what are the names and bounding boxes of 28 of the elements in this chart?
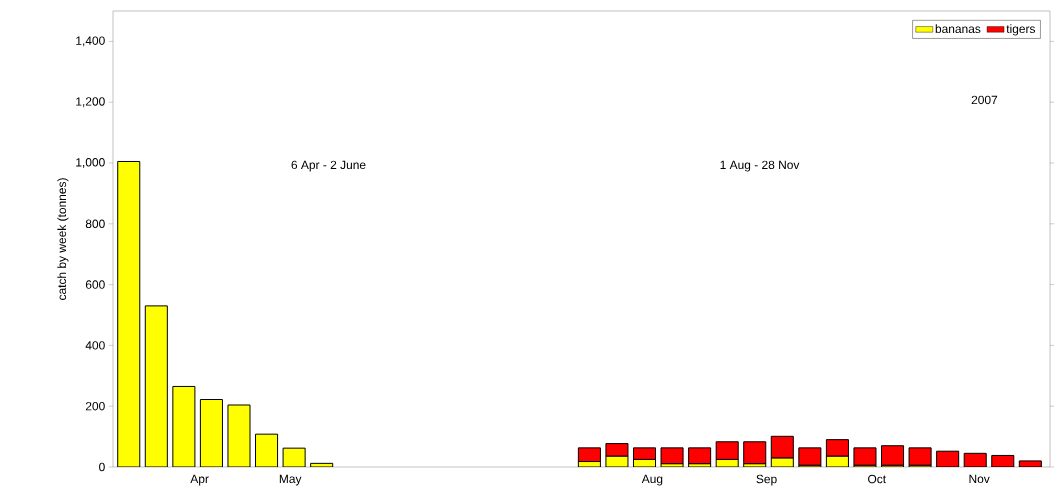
bar: [881, 445, 905, 466]
y-tick-label: 200: [85, 401, 105, 411]
bar: [577, 447, 601, 463]
x-tick-label: May: [279, 474, 302, 486]
x-tick-label: Nov: [969, 474, 990, 484]
y-tick-label: 1,400: [76, 36, 105, 47]
bar: [853, 447, 877, 466]
y-tick-label: 1,000: [76, 158, 105, 168]
annotation: 2007: [971, 95, 998, 105]
x-tick-label: Oct: [868, 474, 886, 484]
bar: [908, 447, 932, 466]
bar: [798, 447, 822, 466]
legend-label: tigers: [1006, 24, 1036, 36]
annotation: 6 Apr - 2 June: [291, 160, 366, 172]
x-tick-label: Aug: [641, 474, 663, 486]
y-tick-label: 1,200: [76, 97, 105, 108]
bar: [743, 441, 767, 465]
bar: [688, 447, 712, 465]
x-tick-label: Sep: [756, 474, 777, 486]
y-tick-label: 400: [85, 341, 105, 350]
y-tick-label: 0: [99, 462, 105, 472]
annotation: 1 Aug - 28 Nov: [720, 160, 800, 172]
y-tick-label: 800: [85, 219, 105, 229]
y-tick-label: 600: [85, 280, 105, 289]
bar: [660, 447, 684, 465]
y-axis-title: catch by week (tonnes): [57, 178, 69, 300]
x-tick-label: Apr: [190, 474, 209, 486]
legend-label: bananas: [935, 24, 981, 34]
